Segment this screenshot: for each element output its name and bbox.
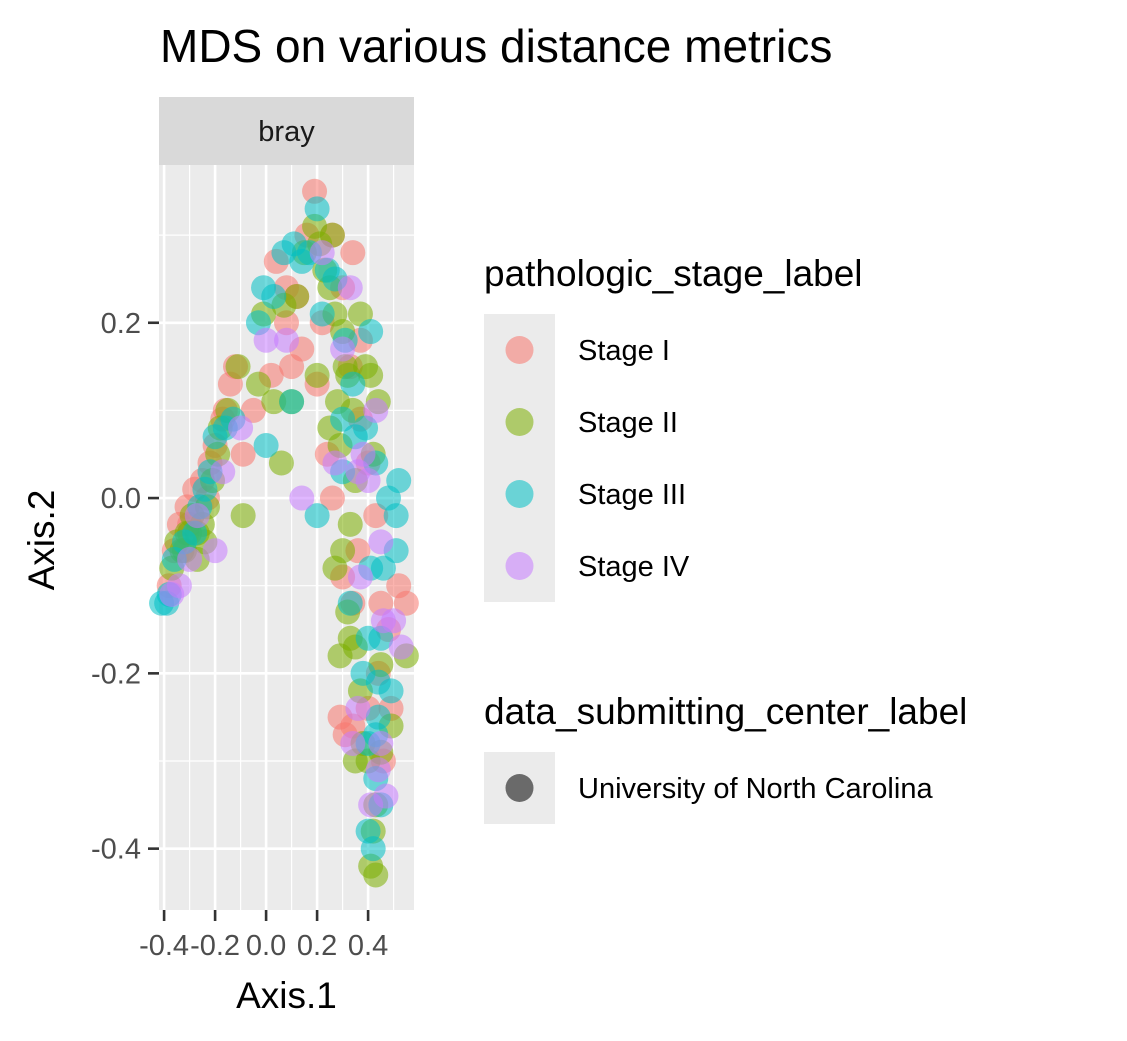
- point-stage-iv: [381, 608, 407, 634]
- point-stage-iv: [330, 336, 356, 362]
- point-stage-iv: [210, 459, 236, 485]
- point-stage-iii: [360, 836, 386, 862]
- point-stage-iv: [166, 573, 192, 599]
- point-stage-ii: [363, 862, 389, 888]
- point-stage-iii: [261, 283, 287, 309]
- x-tick-label: 0.0: [246, 930, 286, 962]
- point-stage-iii: [253, 432, 279, 458]
- legend-label: University of North Carolina: [578, 773, 933, 805]
- point-stage-i: [363, 503, 389, 529]
- point-stage-iv: [253, 327, 279, 353]
- x-tick-label: -0.2: [190, 930, 240, 962]
- legend-key-stage: [505, 408, 534, 436]
- point-stage-iv: [368, 529, 394, 555]
- point-stage-iv: [202, 538, 228, 564]
- point-stage-i: [230, 441, 256, 467]
- point-stage-iii: [330, 406, 356, 432]
- point-stage-iv: [358, 792, 384, 818]
- point-stage-iv: [365, 757, 391, 783]
- legend-key-center: [505, 774, 534, 802]
- point-stage-iv: [340, 730, 366, 756]
- legend-label: Stage IV: [578, 551, 690, 583]
- legend-label: Stage III: [578, 479, 686, 511]
- legend-key-stage: [505, 552, 534, 580]
- x-axis-title: Axis.1: [236, 975, 337, 1016]
- point-stage-ii: [322, 555, 348, 581]
- legend-key-stage: [505, 480, 534, 508]
- legend-title: data_submitting_center_label: [484, 691, 967, 732]
- point-stage-ii: [284, 283, 310, 309]
- point-stage-iii: [337, 590, 363, 616]
- x-axis: -0.4 -0.2 0.0 0.2 0.4: [139, 910, 388, 962]
- point-stage-iii: [386, 468, 412, 494]
- point-stage-ii: [261, 389, 287, 415]
- point-stage-iii: [309, 301, 335, 327]
- y-tick-label: -0.2: [91, 658, 141, 690]
- point-stage-iv: [363, 397, 389, 423]
- point-stage-i: [340, 240, 366, 266]
- point-stage-iii: [378, 678, 404, 704]
- legend-label: Stage II: [578, 407, 678, 439]
- point-stage-iv: [347, 564, 373, 590]
- y-axis-title: Axis.2: [21, 490, 62, 591]
- x-tick-label: -0.4: [139, 930, 189, 962]
- point-stage-iv: [337, 275, 363, 301]
- point-stage-iv: [355, 468, 381, 494]
- x-tick-label: 0.2: [297, 930, 337, 962]
- point-stage-iv: [345, 695, 371, 721]
- point-stage-iv: [322, 450, 348, 476]
- point-stage-i: [240, 397, 266, 423]
- point-stage-ii: [230, 503, 256, 529]
- legend-title: pathologic_stage_label: [484, 253, 863, 294]
- legends: pathologic_stage_label Stage I Stage II Sta…: [484, 253, 967, 824]
- point-stage-iv: [388, 634, 414, 660]
- point-stage-iv: [350, 441, 376, 467]
- point-stage-i: [279, 354, 305, 380]
- point-stage-iv: [228, 415, 254, 441]
- point-stage-iii: [279, 389, 305, 415]
- point-stage-ii: [337, 511, 363, 537]
- point-stage-iv: [289, 485, 315, 511]
- point-stage-i: [393, 590, 419, 616]
- point-stage-i: [319, 485, 345, 511]
- point-stage-iv: [309, 240, 335, 266]
- facet-strip: [159, 97, 414, 165]
- y-axis: -0.4 -0.2 0.0 0.2: [91, 308, 159, 866]
- point-stage-iii: [383, 503, 409, 529]
- chart-title: MDS on various distance metrics: [160, 20, 832, 72]
- point-stage-iv: [274, 327, 299, 353]
- point-stage-iv: [177, 546, 203, 572]
- point-stage-ii: [225, 354, 251, 380]
- point-stage-iii: [304, 196, 330, 222]
- y-tick-label: 0.0: [101, 483, 141, 515]
- legend-label: Stage I: [578, 335, 670, 367]
- data-points: [149, 178, 419, 888]
- legend-key-stage: [505, 336, 534, 364]
- point-stage-iii: [358, 319, 384, 345]
- point-stage-iv: [368, 730, 394, 756]
- point-stage-ii: [245, 371, 271, 397]
- point-stage-iii: [340, 371, 366, 397]
- point-stage-ii: [304, 362, 330, 388]
- point-stage-iii: [304, 503, 330, 529]
- point-stage-ii: [268, 450, 294, 476]
- facet-label: bray: [258, 116, 315, 148]
- point-stage-iv: [184, 503, 210, 529]
- y-tick-label: -0.4: [91, 834, 141, 866]
- point-stage-ii: [337, 625, 363, 651]
- x-tick-label: 0.4: [348, 930, 388, 962]
- y-tick-label: 0.2: [101, 308, 141, 340]
